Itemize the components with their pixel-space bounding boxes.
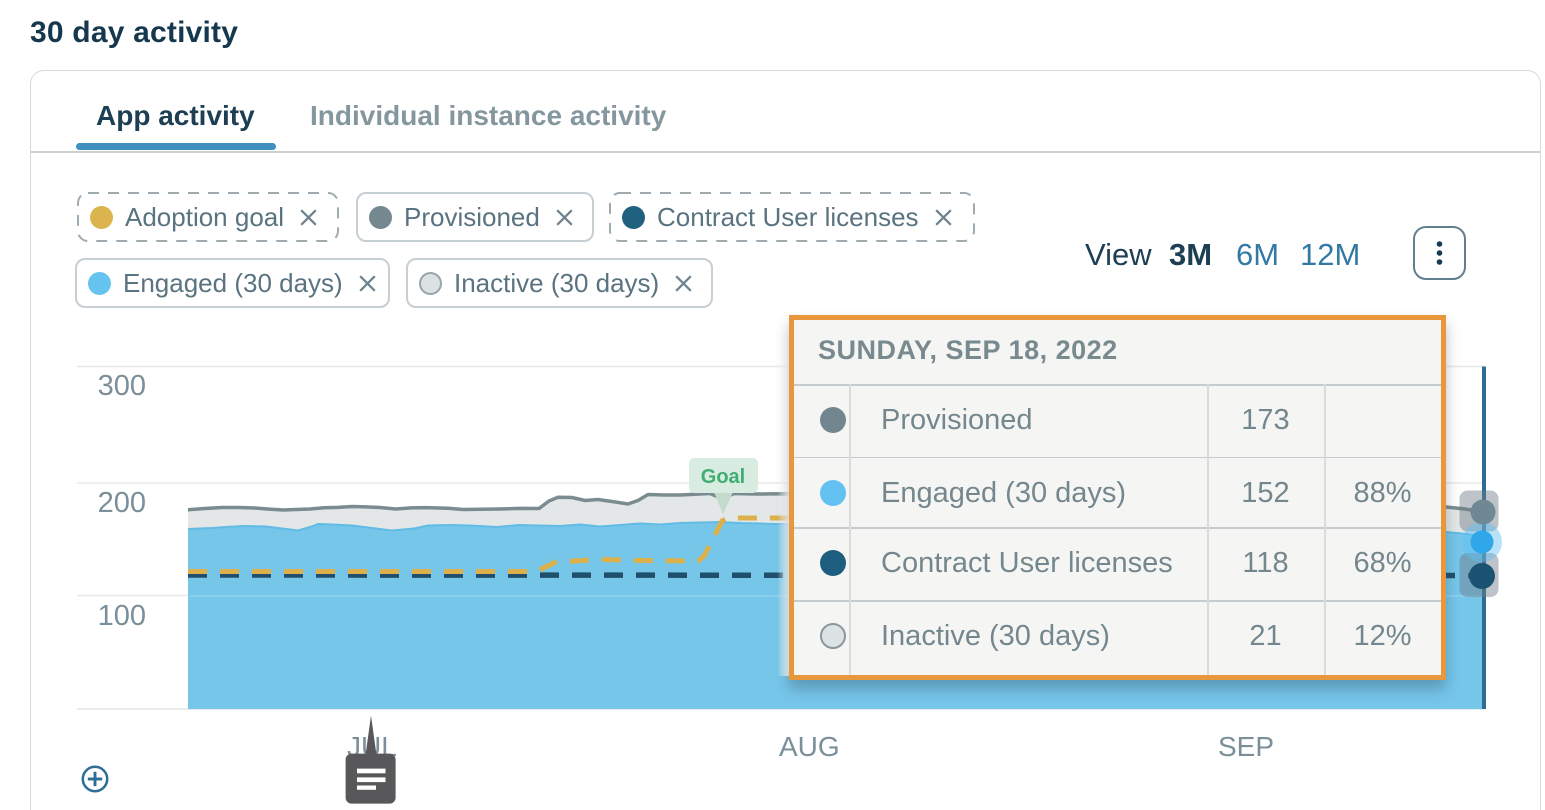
svg-text:Goal: Goal [701, 466, 745, 488]
